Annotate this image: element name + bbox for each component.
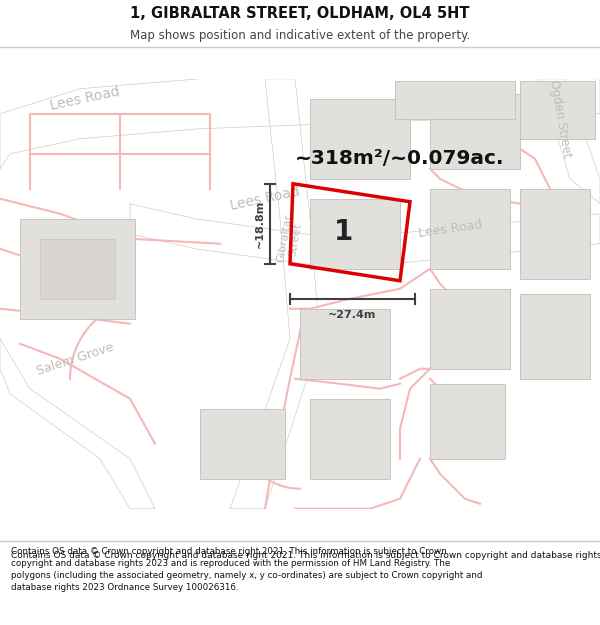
Bar (430, 189, 510, 269)
Text: Ogden Street: Ogden Street (547, 79, 573, 159)
Text: Lees Road: Lees Road (417, 218, 483, 239)
Bar (40, 239, 115, 299)
Bar (20, 219, 135, 319)
Polygon shape (0, 79, 600, 169)
Text: Contains OS data © Crown copyright and database right 2021. This information is : Contains OS data © Crown copyright and d… (11, 551, 600, 560)
Polygon shape (230, 79, 320, 509)
Polygon shape (130, 204, 600, 269)
Bar (200, 409, 285, 479)
Bar (430, 289, 510, 369)
Bar (430, 94, 520, 169)
Text: 1, GIBRALTAR STREET, OLDHAM, OL4 5HT: 1, GIBRALTAR STREET, OLDHAM, OL4 5HT (130, 6, 470, 21)
Text: Contains OS data © Crown copyright and database right 2021. This information is : Contains OS data © Crown copyright and d… (11, 548, 482, 592)
Text: Lees Road: Lees Road (229, 184, 301, 213)
Polygon shape (540, 79, 600, 204)
Bar (310, 399, 390, 479)
Bar (300, 309, 390, 379)
Bar (310, 99, 410, 179)
Text: ~18.8m: ~18.8m (255, 199, 265, 248)
Text: ~318m²/~0.079ac.: ~318m²/~0.079ac. (295, 149, 505, 168)
Text: Lees Road: Lees Road (49, 84, 121, 113)
Bar (395, 81, 515, 119)
Text: Gibraltar
Street: Gibraltar Street (275, 213, 305, 265)
Bar (430, 384, 505, 459)
Bar (520, 189, 590, 279)
Bar (520, 294, 590, 379)
Bar (520, 81, 595, 139)
Text: Map shows position and indicative extent of the property.: Map shows position and indicative extent… (130, 29, 470, 42)
Bar (310, 199, 400, 269)
Text: Salem Grove: Salem Grove (35, 340, 115, 377)
Text: ~27.4m: ~27.4m (328, 310, 377, 320)
Text: 1: 1 (334, 219, 353, 246)
Polygon shape (0, 339, 155, 509)
